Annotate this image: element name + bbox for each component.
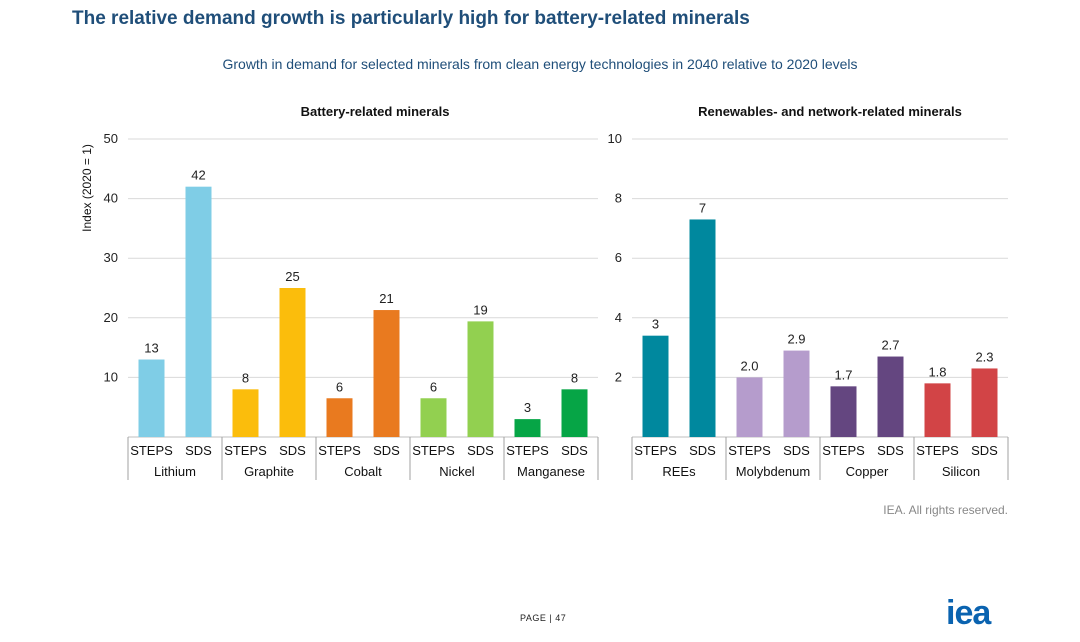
category-label: Molybdenum bbox=[736, 464, 810, 479]
page-title: The relative demand growth is particular… bbox=[72, 8, 750, 29]
data-label: 2.9 bbox=[787, 332, 805, 347]
y-tick-label: 10 bbox=[608, 131, 622, 146]
y-tick-label: 8 bbox=[615, 191, 622, 206]
data-label: 2.3 bbox=[975, 349, 993, 364]
category-label: Copper bbox=[846, 464, 889, 479]
page-number: PAGE | 47 bbox=[520, 613, 566, 623]
scenario-label: STEPS bbox=[318, 443, 361, 458]
data-label: 13 bbox=[144, 341, 158, 356]
data-label: 3 bbox=[652, 317, 659, 332]
iea-logo-icon: iea bbox=[946, 594, 993, 632]
category-label: Nickel bbox=[439, 464, 475, 479]
y-tick-label: 20 bbox=[104, 310, 118, 325]
data-label: 7 bbox=[699, 200, 706, 215]
data-label: 19 bbox=[473, 302, 487, 317]
y-tick-label: 50 bbox=[104, 131, 118, 146]
data-label: 42 bbox=[191, 168, 205, 183]
category-label: Silicon bbox=[942, 464, 980, 479]
bar-rees-steps bbox=[642, 335, 669, 437]
bar-cobalt-steps bbox=[326, 398, 353, 437]
data-label: 6 bbox=[430, 379, 437, 394]
data-label: 2.7 bbox=[881, 338, 899, 353]
scenario-label: STEPS bbox=[822, 443, 865, 458]
bar-nickel-steps bbox=[420, 398, 447, 437]
y-tick-label: 40 bbox=[104, 191, 118, 206]
scenario-label: STEPS bbox=[224, 443, 267, 458]
scenario-label: STEPS bbox=[130, 443, 173, 458]
scenario-label: STEPS bbox=[506, 443, 549, 458]
svg-text:iea: iea bbox=[946, 596, 992, 628]
bar-graphite-sds bbox=[279, 288, 306, 437]
chart-subtitle: Growth in demand for selected minerals f… bbox=[222, 56, 858, 72]
category-label: Lithium bbox=[154, 464, 196, 479]
scenario-label: SDS bbox=[877, 443, 904, 458]
y-tick-label: 10 bbox=[104, 369, 118, 384]
bar-cobalt-sds bbox=[373, 310, 400, 437]
scenario-label: STEPS bbox=[634, 443, 677, 458]
bar-manganese-sds bbox=[561, 389, 588, 437]
attribution: IEA. All rights reserved. bbox=[883, 503, 1008, 517]
data-label: 2.0 bbox=[740, 358, 758, 373]
bar-molybdenum-steps bbox=[736, 377, 763, 437]
data-label: 8 bbox=[242, 370, 249, 385]
bar-copper-sds bbox=[877, 356, 904, 437]
bar-manganese-steps bbox=[514, 419, 541, 437]
page-prefix: PAGE bbox=[520, 613, 547, 623]
bar-lithium-steps bbox=[138, 359, 165, 437]
data-label: 3 bbox=[524, 400, 531, 415]
data-label: 21 bbox=[379, 291, 393, 306]
bar-silicon-steps bbox=[924, 383, 951, 437]
page-value: | 47 bbox=[549, 613, 567, 623]
left-panel-title: Battery-related minerals bbox=[300, 104, 450, 119]
bar-lithium-sds bbox=[185, 186, 212, 437]
category-label: Cobalt bbox=[344, 464, 382, 479]
scenario-label: STEPS bbox=[916, 443, 959, 458]
scenario-label: SDS bbox=[689, 443, 716, 458]
scenario-label: STEPS bbox=[412, 443, 455, 458]
scenario-label: SDS bbox=[561, 443, 588, 458]
bar-nickel-sds bbox=[467, 321, 494, 437]
scenario-label: STEPS bbox=[728, 443, 771, 458]
scenario-label: SDS bbox=[783, 443, 810, 458]
right-panel-title: Renewables- and network-related minerals bbox=[698, 104, 962, 119]
bar-silicon-sds bbox=[971, 368, 998, 437]
scenario-label: SDS bbox=[279, 443, 306, 458]
bar-rees-sds bbox=[689, 219, 716, 437]
y-tick-label: 2 bbox=[615, 369, 622, 384]
scenario-label: SDS bbox=[373, 443, 400, 458]
bar-molybdenum-sds bbox=[783, 350, 810, 437]
category-label: Manganese bbox=[517, 464, 585, 479]
category-label: Graphite bbox=[244, 464, 294, 479]
data-label: 8 bbox=[571, 370, 578, 385]
scenario-label: SDS bbox=[185, 443, 212, 458]
bar-copper-steps bbox=[830, 386, 857, 437]
category-label: REEs bbox=[662, 464, 696, 479]
scenario-label: SDS bbox=[971, 443, 998, 458]
scenario-label: SDS bbox=[467, 443, 494, 458]
y-tick-label: 6 bbox=[615, 250, 622, 265]
data-label: 6 bbox=[336, 379, 343, 394]
bar-graphite-steps bbox=[232, 389, 259, 437]
y-tick-label: 30 bbox=[104, 250, 118, 265]
data-label: 1.8 bbox=[928, 364, 946, 379]
data-label: 25 bbox=[285, 269, 299, 284]
y-tick-label: 4 bbox=[615, 310, 622, 325]
data-label: 1.7 bbox=[834, 367, 852, 382]
iea-logo: iea bbox=[946, 594, 1010, 633]
